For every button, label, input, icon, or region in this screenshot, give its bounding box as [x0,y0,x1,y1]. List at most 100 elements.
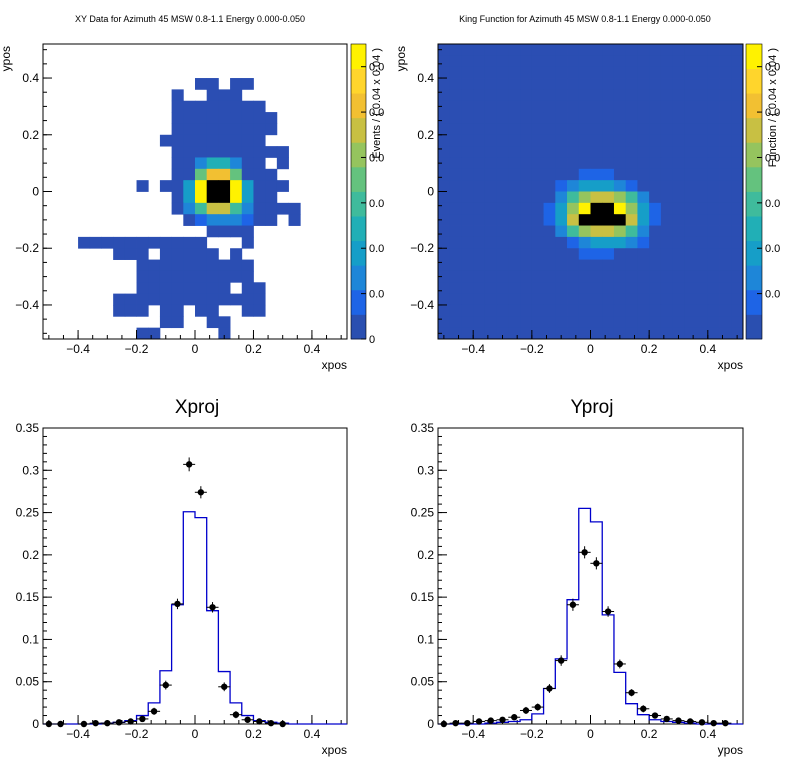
data-point [475,718,483,725]
heatmap-cell [637,55,650,68]
heatmap-cell [613,157,627,170]
heatmap-cell [649,191,662,204]
chart-title: Xproj [175,397,219,418]
heatmap-cell [230,146,243,158]
heatmap-cell [707,248,720,260]
heatmap-cell [567,327,580,340]
heatmap-cell [613,78,627,90]
color-scale-band [746,117,762,143]
heatmap-cell [660,66,674,79]
heatmap-cell [508,270,521,283]
heatmap-cell [473,100,486,113]
heatmap-cell [508,180,521,192]
data-point [57,720,64,728]
heatmap-cell [113,236,126,249]
heatmap-cell [672,168,685,181]
heatmap-cell [206,270,219,283]
heatmap-cell [461,78,474,90]
heatmap-cell [230,225,243,238]
heatmap-cell [613,44,627,56]
heatmap-cell [206,304,219,317]
heatmap-cell [613,123,627,136]
data-point [581,549,588,556]
data-point [92,719,99,727]
data-points [42,457,289,728]
heatmap-cell [613,191,627,204]
heatmap-cell [543,55,556,68]
heatmap-cell [719,327,732,340]
heatmap-cell [484,202,498,215]
heatmap-cell [520,236,533,249]
heatmap-cell [625,202,638,215]
color-scale-label: 0.0 [765,198,780,210]
heatmap-cell [206,202,219,215]
heatmap-cell [159,236,173,249]
heatmap-cell [707,191,720,204]
heatmap-cell [684,282,697,295]
heatmap-cell [461,316,474,329]
heatmap-cell [148,327,161,340]
heatmap-cell [265,214,278,226]
heatmap-cell [136,327,149,340]
heatmap-cell [195,112,208,124]
heatmap-cell [508,134,521,147]
heatmap-cell [613,168,627,181]
heatmap-cell [613,112,627,124]
heatmap-cell [253,282,266,295]
heatmap-cell [543,44,556,56]
heatmap-cell [707,168,720,181]
heatmap-cell [206,293,219,306]
heatmap-cell [731,168,744,181]
heatmap-cell [461,282,474,295]
color-scale-label: 0.0 [765,62,780,74]
heatmap-cell [602,248,615,260]
heatmap-cell [613,180,627,192]
heatmap-cell [438,225,451,238]
heatmap-cell [508,202,521,215]
color-scale-band [351,216,366,242]
heatmap-cell [473,112,486,124]
heatmap-cell [241,191,254,204]
heatmap-cell [496,327,509,340]
heatmap-cell [696,225,709,238]
heatmap-cell [696,304,709,317]
y-tick-label: 0.05 [16,675,40,689]
heatmap-cell [719,112,732,124]
heatmap-cell [672,293,685,306]
heatmap-cell [707,78,720,90]
heatmap-cell [719,270,732,283]
x-tick-label: 0.4 [304,342,321,356]
heatmap-cell [438,78,451,90]
heatmap-cell [124,304,137,317]
heatmap-cell [218,214,231,226]
heatmap-cell [438,180,451,192]
heatmap-cell [520,293,533,306]
heatmap-cell [707,214,720,226]
heatmap-cell [531,214,544,226]
heatmap-cell [602,259,615,272]
heatmap-cell [625,180,638,192]
heatmap-cell [461,304,474,317]
heatmap-cell [684,202,697,215]
heatmap-cell [218,225,231,238]
heatmap-cell [461,134,474,147]
heatmap-cell [113,248,126,260]
color-scale-band [351,191,366,217]
heatmap-cell [206,259,219,272]
heatmap-cell [625,214,638,226]
heatmap-cell [625,248,638,260]
heatmap-cell [438,191,451,204]
heatmap-cell [218,259,231,272]
heatmap-cell [543,123,556,136]
heatmap-cell [171,248,184,260]
heatmap-cell [719,316,732,329]
heatmap-cell [438,66,451,79]
heatmap-cell [461,157,474,170]
heatmap-cell [78,236,91,249]
heatmap-cell [637,78,650,90]
heatmap-cell [206,146,219,158]
heatmap-cell [508,78,521,90]
heatmap-cell [484,225,498,238]
heatmap-cell [171,146,184,158]
x-axis-title: xpos [718,358,743,372]
